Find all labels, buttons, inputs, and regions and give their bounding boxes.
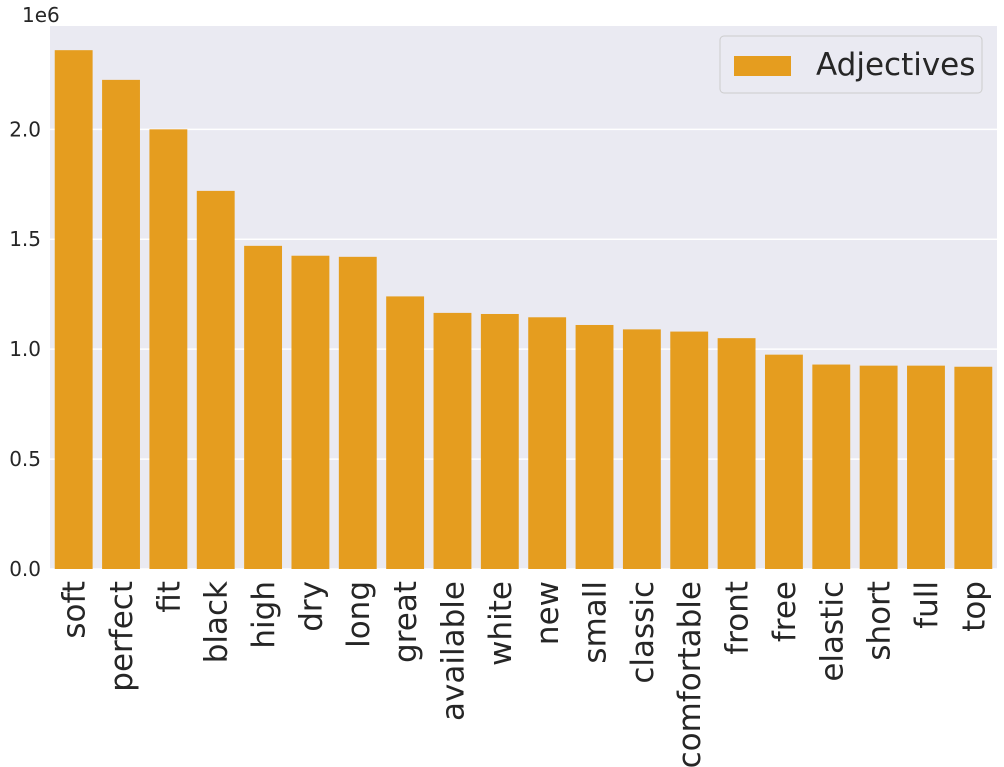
x-tick-label-white: white [483, 581, 519, 666]
x-axis: soft perfect fit black high dry long great avail… [57, 581, 993, 767]
x-tick-label-long: long [341, 581, 377, 648]
x-tick-label-high: high [246, 581, 282, 649]
x-tick-label-top: top [956, 581, 992, 632]
x-tick-label-soft: soft [57, 581, 93, 639]
bar-soft [54, 50, 93, 569]
y-tick-label: 0.0 [9, 557, 41, 581]
x-tick-label-black: black [199, 581, 235, 663]
x-tick-label-new: new [530, 581, 566, 645]
plot-background [50, 26, 997, 569]
x-tick-label-fit: fit [151, 581, 187, 613]
bar-comfortable [670, 331, 709, 569]
bar-long [338, 256, 377, 569]
legend-frame [719, 35, 983, 94]
x-tick-label-great: great [388, 581, 424, 663]
legend-swatch [734, 56, 791, 76]
bar-black [196, 190, 235, 569]
bar-short [859, 365, 898, 569]
y-tick-label: 2.0 [9, 117, 41, 141]
x-tick-label-elastic: elastic [814, 581, 850, 682]
x-tick-label-full: full [909, 581, 945, 629]
bar-fit [149, 129, 188, 569]
bar-small [575, 324, 614, 569]
bar-high [244, 245, 283, 569]
bar-new [528, 317, 567, 569]
bar-perfect [102, 79, 140, 569]
bar-elastic [812, 364, 851, 569]
bar-front [717, 338, 756, 569]
x-tick-label-comfortable: comfortable [672, 581, 708, 767]
x-tick-label-small: small [578, 581, 614, 664]
y-offset-label: 1e6 [22, 3, 60, 27]
x-tick-label-front: front [720, 581, 756, 655]
bar-available [433, 312, 472, 569]
bar-dry [291, 255, 330, 569]
bar-free [764, 354, 803, 569]
legend-label: Adjectives [816, 47, 975, 83]
x-tick-label-dry: dry [293, 581, 329, 632]
x-tick-label-short: short [862, 581, 898, 661]
x-tick-label-free: free [767, 581, 803, 642]
bar-great [386, 296, 425, 569]
bars [54, 50, 993, 569]
y-axis: 0.0 0.5 1.0 1.5 2.0 [9, 117, 41, 581]
y-tick-label: 1.5 [9, 227, 41, 251]
bar-classic [622, 329, 661, 569]
y-tick-label: 0.5 [9, 447, 41, 471]
y-tick-label: 1.0 [9, 337, 41, 361]
x-tick-label-available: available [435, 581, 471, 721]
legend: Adjectives [719, 35, 983, 94]
bar-white [480, 313, 519, 569]
x-tick-label-perfect: perfect [104, 581, 140, 692]
x-tick-label-classic: classic [625, 581, 661, 684]
bar-full [907, 365, 945, 569]
bar-top [954, 366, 993, 569]
